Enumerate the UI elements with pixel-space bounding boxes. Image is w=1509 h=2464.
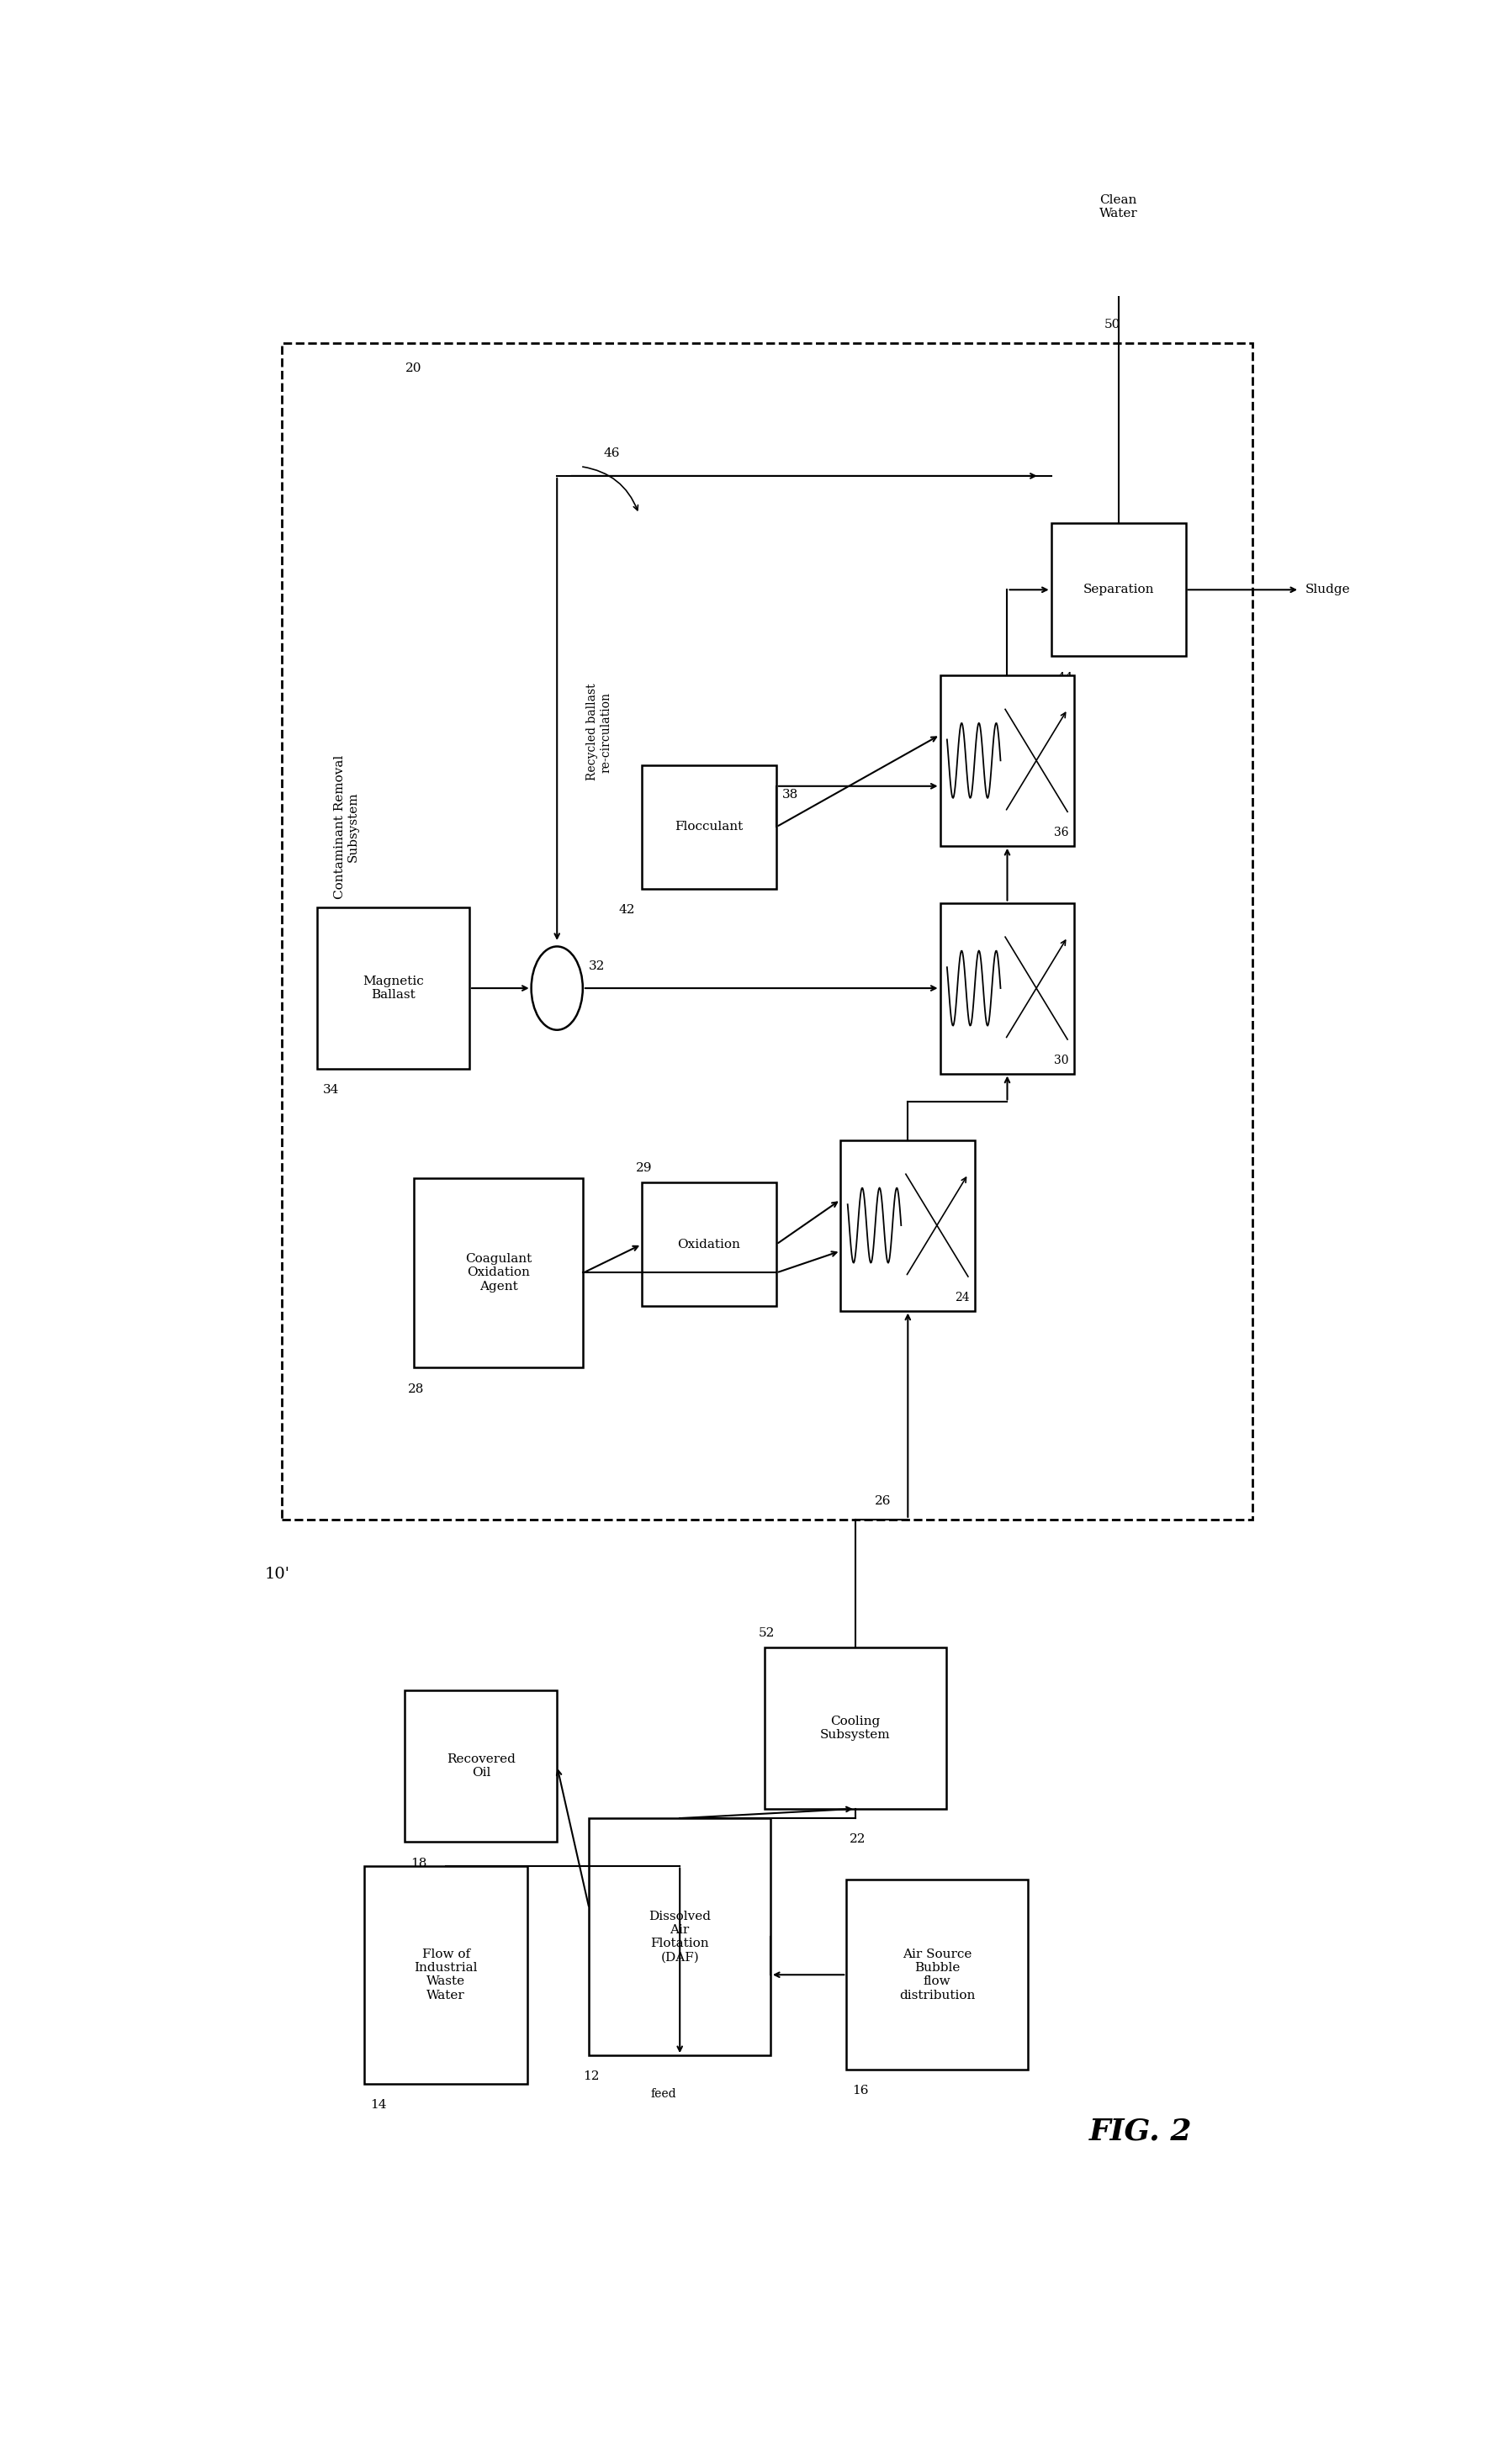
- Text: 36: 36: [1053, 825, 1068, 838]
- Text: 50: 50: [1105, 318, 1121, 330]
- Text: Flow of
Industrial
Waste
Water: Flow of Industrial Waste Water: [413, 1949, 478, 2001]
- Text: 10': 10': [264, 1567, 290, 1582]
- Bar: [641, 766, 776, 890]
- Bar: [589, 1818, 771, 2055]
- Text: 16: 16: [853, 2085, 869, 2097]
- Text: Magnetic
Ballast: Magnetic Ballast: [362, 976, 424, 1000]
- Bar: [940, 675, 1074, 845]
- Bar: [1052, 522, 1186, 655]
- Bar: [282, 342, 1252, 1520]
- Bar: [841, 1141, 975, 1311]
- Bar: [940, 902, 1074, 1074]
- Text: 44: 44: [1056, 673, 1073, 683]
- Bar: [765, 1648, 946, 1809]
- Text: Contaminant Removal
Subsystem: Contaminant Removal Subsystem: [333, 754, 359, 899]
- Text: 34: 34: [323, 1084, 340, 1096]
- Text: Dissolved
Air
Flotation
(DAF): Dissolved Air Flotation (DAF): [649, 1910, 711, 1964]
- Bar: [364, 1865, 528, 2085]
- Text: 20: 20: [404, 362, 421, 375]
- Text: FIG. 2: FIG. 2: [1089, 2117, 1192, 2146]
- Text: 22: 22: [850, 1833, 866, 1846]
- Bar: [847, 1880, 1028, 2070]
- Text: Recovered
Oil: Recovered Oil: [447, 1754, 516, 1779]
- Text: 14: 14: [370, 2099, 386, 2112]
- Text: 24: 24: [954, 1291, 969, 1303]
- Text: Coagulant
Oxidation
Agent: Coagulant Oxidation Agent: [465, 1254, 531, 1291]
- Bar: [317, 907, 469, 1069]
- Bar: [404, 1690, 557, 1843]
- Text: Clean
Water: Clean Water: [1099, 195, 1138, 219]
- Text: Oxidation: Oxidation: [678, 1239, 741, 1249]
- Text: 42: 42: [619, 904, 635, 917]
- Text: 30: 30: [1053, 1055, 1068, 1067]
- Text: 28: 28: [407, 1382, 424, 1395]
- Text: 32: 32: [589, 961, 605, 971]
- Bar: [413, 1178, 584, 1368]
- Text: 12: 12: [584, 2070, 599, 2082]
- Text: Air Source
Bubble
flow
distribution: Air Source Bubble flow distribution: [899, 1949, 975, 2001]
- Bar: [641, 1183, 776, 1306]
- Text: 52: 52: [759, 1626, 776, 1639]
- Text: Cooling
Subsystem: Cooling Subsystem: [819, 1715, 890, 1742]
- Text: Separation: Separation: [1083, 584, 1154, 596]
- Text: 46: 46: [604, 448, 620, 458]
- Text: feed: feed: [650, 2087, 676, 2099]
- Text: 26: 26: [875, 1496, 892, 1508]
- Text: 38: 38: [782, 788, 798, 801]
- Text: Sludge: Sludge: [1305, 584, 1351, 596]
- Text: Flocculant: Flocculant: [675, 821, 744, 833]
- Text: 18: 18: [410, 1858, 427, 1870]
- Text: Recycled ballast
re-circulation: Recycled ballast re-circulation: [585, 683, 611, 781]
- Text: 29: 29: [635, 1163, 652, 1173]
